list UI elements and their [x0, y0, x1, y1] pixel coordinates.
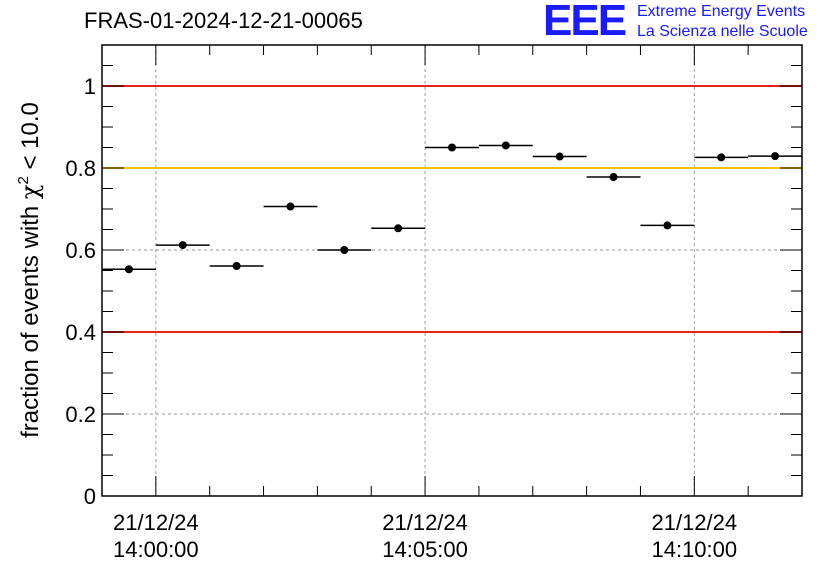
data-point	[771, 152, 780, 161]
data-point	[663, 221, 672, 230]
data-point	[286, 202, 295, 211]
data-point	[609, 173, 618, 182]
run-title: FRAS-01-2024-12-21-00065	[84, 8, 363, 33]
axis-ticks	[102, 44, 802, 497]
data-point	[124, 265, 133, 274]
data-point	[717, 153, 726, 162]
x-tick-label-date: 21/12/24	[651, 510, 737, 535]
y-tick-label: 1	[84, 74, 96, 99]
data-point	[555, 152, 564, 161]
data-point	[394, 224, 403, 233]
x-tick-label-time: 14:00:00	[113, 537, 199, 562]
plot-frame	[101, 44, 803, 497]
y-tick-label: 0.8	[65, 156, 96, 181]
x-tick-label-time: 14:10:00	[651, 537, 737, 562]
data-point	[232, 261, 241, 270]
y-tick-label: 0.2	[65, 402, 96, 427]
x-tick-label-date: 21/12/24	[113, 510, 199, 535]
x-tick-label-time: 14:05:00	[382, 537, 468, 562]
eee-logo-mark: EEE	[543, 0, 627, 45]
data-point	[501, 141, 510, 150]
y-tick-label: 0.4	[65, 320, 96, 345]
x-tick-labels: 21/12/2414:00:0021/12/2414:05:0021/12/24…	[113, 510, 737, 562]
y-axis-label: fraction of events with χ2 < 10.0	[15, 102, 44, 438]
logo-line-1: Extreme Energy Events	[637, 3, 806, 20]
y-tick-label: 0	[84, 484, 96, 509]
data-point	[448, 143, 456, 152]
data-point	[340, 246, 349, 254]
grid	[102, 45, 802, 496]
reference-lines	[102, 85, 802, 333]
y-tick-label: 0.6	[65, 238, 96, 263]
logo-line-2: La Scienza nelle Scuole	[637, 23, 808, 40]
data-point	[178, 241, 187, 250]
x-tick-label-date: 21/12/24	[382, 510, 468, 535]
y-tick-labels: 0 0.2 0.4 0.6 0.8 1	[65, 74, 96, 509]
data-series	[102, 141, 802, 274]
